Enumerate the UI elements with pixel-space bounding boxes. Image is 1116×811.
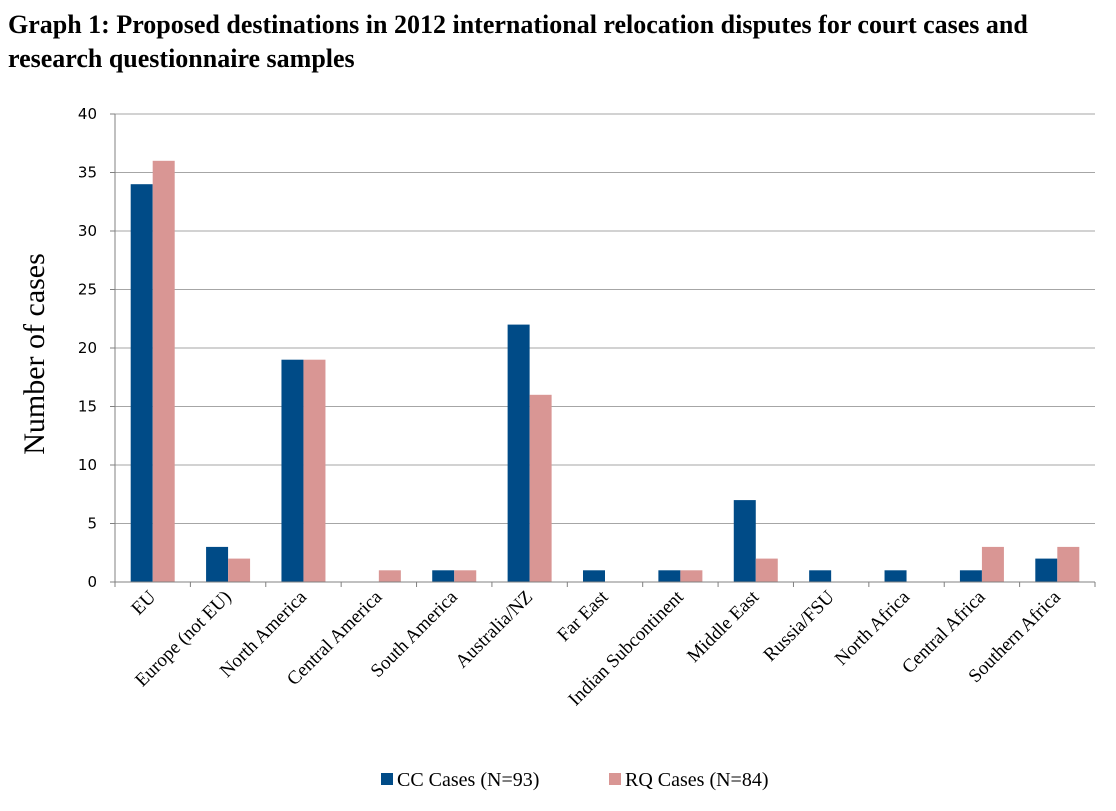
legend-swatch xyxy=(381,773,393,785)
bar-rq xyxy=(378,570,401,582)
y-tick-label: 40 xyxy=(78,105,97,123)
legend: CC Cases (N=93) RQ Cases (N=84) xyxy=(381,769,769,791)
y-tick-labels: 0 5 10 15 20 25 30 35 40 xyxy=(78,105,97,591)
bar-cc xyxy=(507,324,530,582)
chart-title: Graph 1: Proposed destinations in 2012 i… xyxy=(8,10,1028,73)
bar-cc xyxy=(884,570,907,582)
axes xyxy=(110,113,1096,587)
y-tick-label: 15 xyxy=(78,398,97,416)
gridlines xyxy=(115,113,1095,524)
bar-cc xyxy=(959,570,982,582)
bar-rq xyxy=(152,160,175,583)
y-tick-label: 25 xyxy=(78,281,97,299)
x-tick-label: EU xyxy=(127,586,160,619)
bar-rq xyxy=(529,394,552,582)
y-tick-label: 5 xyxy=(87,515,97,533)
bar-cc xyxy=(130,184,153,582)
bar-rq xyxy=(680,570,703,582)
y-tick-label: 30 xyxy=(78,222,97,240)
bar-cc xyxy=(206,546,229,582)
bars xyxy=(130,160,1080,583)
bar-rq xyxy=(303,359,326,582)
bar-cc xyxy=(583,570,605,582)
legend-swatch xyxy=(609,773,621,785)
legend-label: CC Cases (N=93) xyxy=(397,769,539,791)
bar-cc xyxy=(1035,558,1058,582)
x-tick-label: Far East xyxy=(553,586,613,646)
bar-cc xyxy=(809,570,832,582)
bar-cc xyxy=(281,359,304,582)
y-tick-label: 10 xyxy=(78,456,97,474)
y-tick-label: 0 xyxy=(87,573,97,591)
x-tick-label: Australia/NZ xyxy=(451,587,537,673)
y-tick-label: 20 xyxy=(78,339,97,357)
bar-rq xyxy=(1057,546,1080,582)
bar-rq xyxy=(755,558,778,582)
x-tick-label: Russia/FSU xyxy=(760,586,839,665)
bar-rq xyxy=(454,570,477,582)
bar-cc xyxy=(733,500,756,582)
x-tick-label: Middle East xyxy=(683,586,764,667)
legend-label: RQ Cases (N=84) xyxy=(625,769,769,791)
x-tick-label: North Africa xyxy=(831,586,915,670)
y-tick-label: 35 xyxy=(78,164,97,182)
bar-cc xyxy=(658,570,681,582)
bar-rq xyxy=(228,558,251,582)
bar-cc xyxy=(432,570,455,582)
bar-rq xyxy=(981,546,1004,582)
y-axis-label: Number of cases xyxy=(18,253,51,455)
